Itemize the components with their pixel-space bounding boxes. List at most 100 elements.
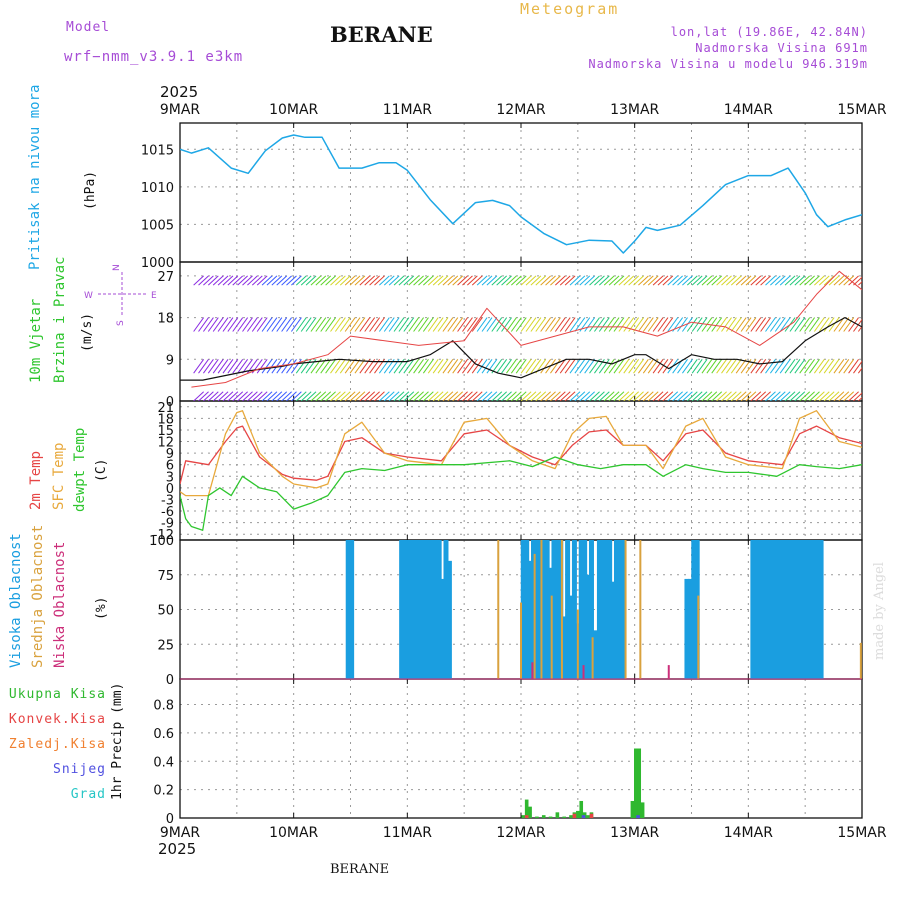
wind-barb [408, 391, 420, 401]
wind-barb [398, 391, 410, 401]
wind-barb [677, 275, 688, 286]
wind-barb [716, 275, 727, 286]
y-tick-label: 0.2 [153, 784, 174, 799]
wind-barb [423, 391, 434, 401]
wind-barb [633, 275, 644, 286]
wind-barb [408, 359, 420, 374]
cloud-bar [446, 560, 452, 679]
wind-barb [232, 317, 244, 332]
cloud-bar [578, 540, 584, 679]
wind-barb [422, 317, 434, 332]
wind-barb [633, 391, 644, 401]
wind-barb [828, 275, 840, 286]
wind-barb [760, 275, 771, 286]
precip-bar [562, 816, 566, 818]
wind-barb [310, 317, 322, 332]
y-tick-label: 9 [166, 353, 174, 368]
cloud-bar [558, 540, 564, 679]
wind-barb [799, 359, 811, 374]
wind-barb [423, 275, 434, 286]
wind-barb [315, 391, 327, 401]
wind-barb [545, 317, 556, 332]
wind-barb [447, 275, 459, 286]
wind-barb [247, 391, 258, 401]
wind-barb [261, 359, 273, 374]
wind-barb [467, 275, 478, 286]
wind-barb [618, 275, 630, 286]
cloud-bar [412, 540, 418, 679]
wind-barb [447, 317, 459, 332]
wind-barb [418, 275, 429, 286]
wind-barb [848, 391, 859, 401]
wind-barb [393, 391, 405, 401]
wind-barb [804, 391, 815, 401]
wind-barb [804, 275, 815, 286]
wind-barb [794, 359, 806, 374]
wind-barb [818, 359, 830, 374]
wind-barb [691, 391, 703, 401]
wind-barb [638, 275, 649, 286]
wind-barb [290, 359, 302, 374]
cloud-bar [551, 540, 557, 679]
wind-barb [256, 391, 268, 401]
wind-barb [818, 317, 830, 332]
cloud-bar [497, 540, 500, 679]
wind-barb [608, 275, 620, 286]
precip-bar [589, 813, 594, 818]
y-tick-label: 1010 [141, 181, 174, 196]
wind-barb [330, 359, 341, 374]
wind-barb [721, 275, 732, 286]
cloud-bar [345, 540, 351, 679]
wind-barb [569, 359, 581, 374]
wind-barb [212, 391, 224, 401]
cloud-bar [750, 540, 756, 679]
wind-barb [594, 391, 605, 401]
wind-barb [745, 317, 757, 332]
wind-barb [721, 359, 732, 374]
wind-barb [349, 359, 361, 374]
wind-barb [745, 275, 757, 286]
wind-barb [256, 275, 268, 286]
wind-barb [730, 275, 742, 286]
wind-barb [359, 275, 371, 286]
cloud-bar [777, 540, 783, 679]
wind-barb [613, 317, 625, 332]
compass-e: E [151, 291, 157, 301]
precip-bar [636, 815, 640, 818]
wind-barb [398, 317, 410, 332]
cloud-bar [617, 540, 623, 679]
wind-barb [711, 317, 723, 332]
wind-barb [281, 317, 293, 332]
wind-barb [794, 317, 806, 332]
cloud-bar [596, 540, 602, 679]
cloud-bar [607, 540, 613, 679]
wind-barb [696, 275, 708, 286]
wind-barb [813, 359, 825, 374]
cloud-bar [541, 540, 547, 679]
wind-barb [442, 317, 454, 332]
wind-barb [300, 317, 312, 332]
wind-barb [320, 359, 332, 374]
wind-barb [545, 275, 556, 286]
wind-barb [520, 275, 532, 286]
wind-barb [750, 317, 762, 332]
y-tick-label: 0 [166, 395, 174, 410]
wind-barb [711, 275, 723, 286]
wind-barb [276, 275, 288, 286]
wind-barb [740, 391, 752, 401]
precip-bar [579, 800, 584, 818]
cloud-bar [419, 540, 425, 679]
cloud-bar [531, 540, 537, 679]
wind-barb [716, 359, 728, 374]
precip-bar [541, 815, 546, 818]
wind-barb [804, 317, 816, 332]
wind-barb [750, 275, 762, 286]
wind-barb [647, 275, 659, 286]
cloud-bar [794, 540, 800, 679]
wind-barb [525, 317, 537, 332]
cloud-bar [423, 540, 429, 679]
wind-barb [804, 359, 816, 374]
wind-barb [457, 359, 468, 374]
wind-barb [540, 317, 552, 332]
wind-barb [574, 317, 586, 332]
